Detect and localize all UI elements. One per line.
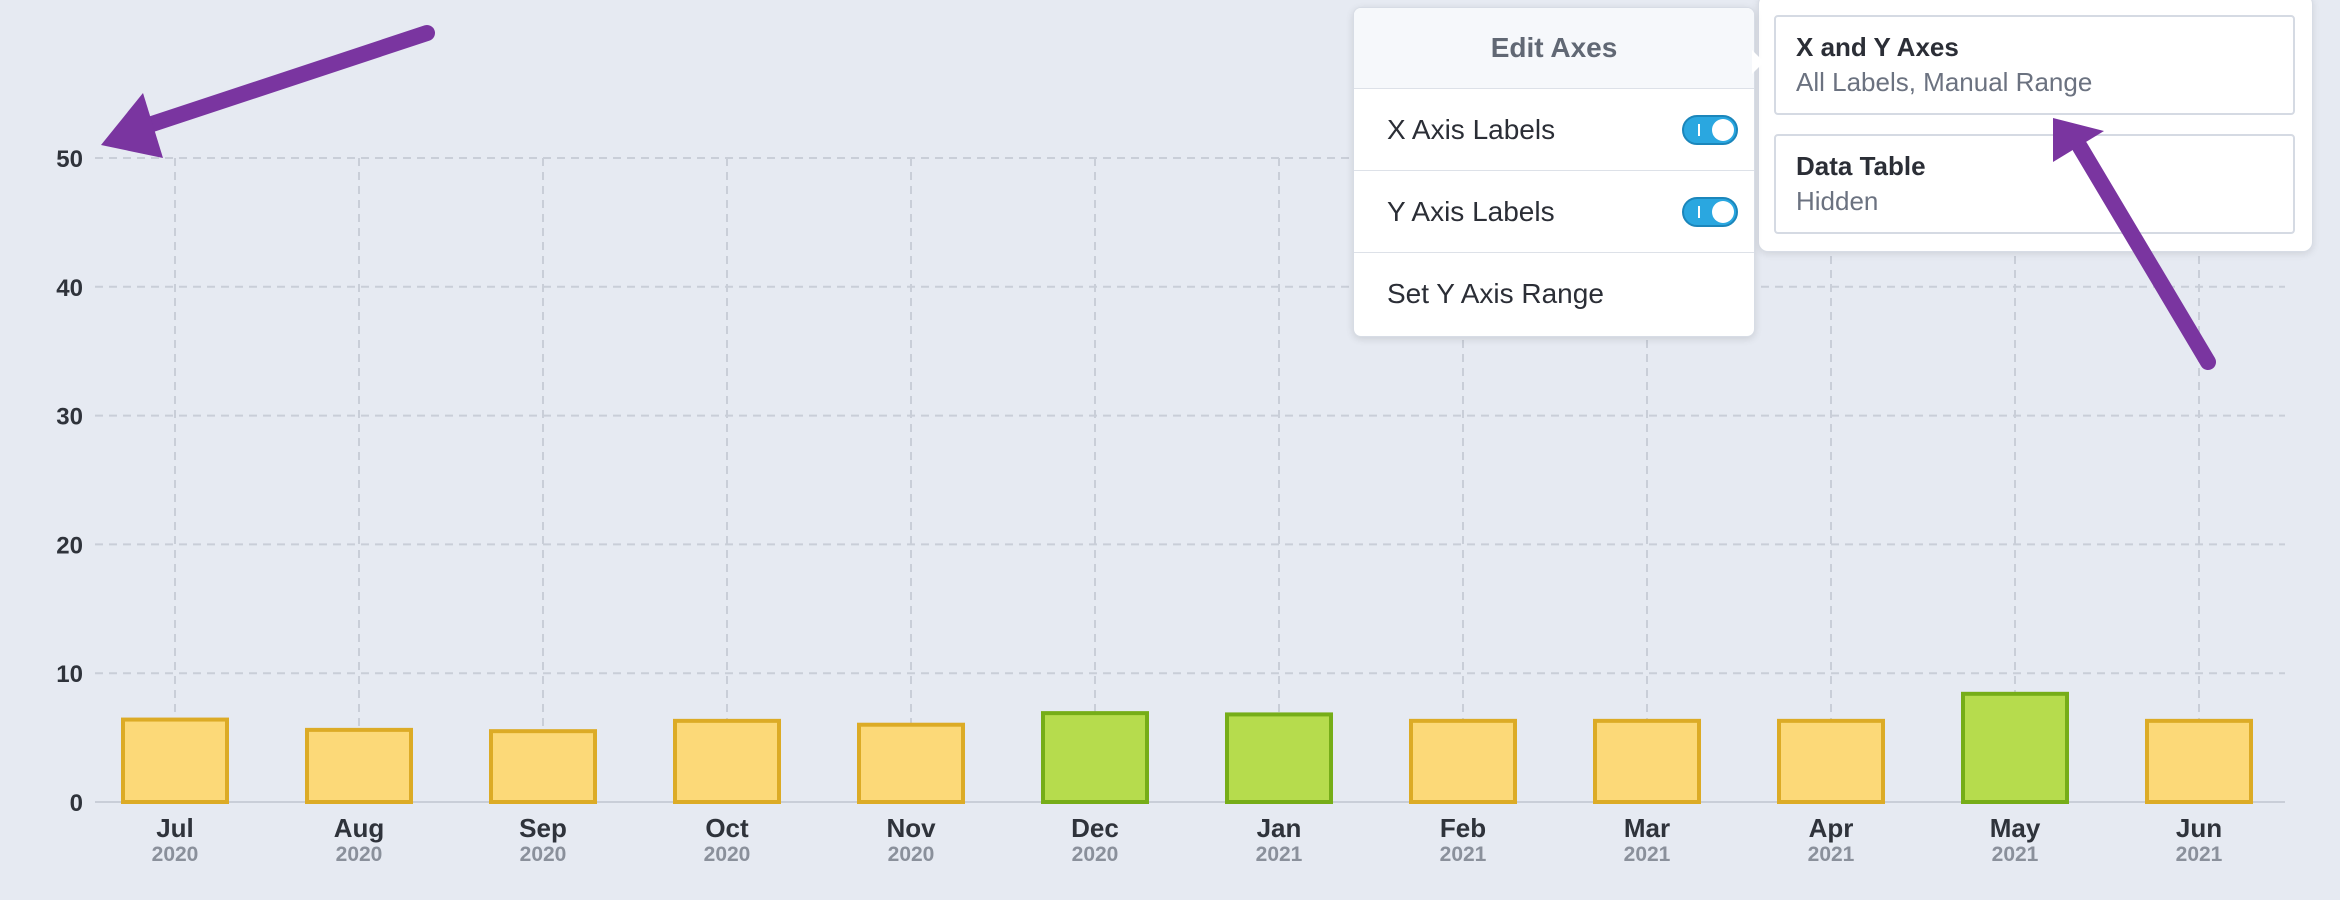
- x-tick-year-label: 2020: [888, 843, 935, 866]
- bar-oct-2020[interactable]: [673, 718, 781, 805]
- y-axis-labels-label: Y Axis Labels: [1387, 195, 1555, 227]
- y-tick-label: 20: [56, 532, 83, 559]
- data-table-card[interactable]: Data Table Hidden: [1774, 134, 2295, 234]
- bar-dec-2020[interactable]: [1041, 711, 1149, 804]
- x-tick-year-label: 2021: [1624, 843, 1671, 866]
- x-axis-labels-label: X Axis Labels: [1387, 113, 1556, 145]
- x-axis-labels-row[interactable]: X Axis Labels: [1354, 89, 1754, 171]
- bar-sep-2020[interactable]: [489, 729, 597, 804]
- y-tick-label: 50: [56, 146, 83, 173]
- y-axis: 0 10 20 30 40 50: [56, 146, 83, 817]
- y-tick-label: 0: [70, 790, 83, 817]
- x-and-y-axes-value: All Labels, Manual Range: [1796, 67, 2093, 97]
- data-table-title: Data Table: [1796, 151, 1926, 181]
- x-tick-month-label: May: [1990, 813, 2041, 843]
- bar-mar-2021[interactable]: [1593, 718, 1701, 805]
- bar-jan-2021[interactable]: [1225, 712, 1333, 805]
- x-axis-labels-toggle-icon[interactable]: [1682, 114, 1738, 145]
- x-tick-month-label: Jun: [2176, 813, 2222, 843]
- y-tick-label: 30: [56, 404, 83, 431]
- x-tick-month-label: Jan: [1257, 813, 1302, 843]
- x-tick-year-label: 2021: [1256, 843, 1303, 866]
- x-tick-year-label: 2021: [1992, 843, 2039, 866]
- y-axis-labels-toggle-icon[interactable]: [1682, 196, 1738, 227]
- x-tick-month-label: Nov: [886, 813, 936, 843]
- bar-apr-2021[interactable]: [1777, 718, 1885, 805]
- x-tick-month-label: Dec: [1071, 813, 1119, 843]
- set-y-axis-range-label: Set Y Axis Range: [1387, 277, 1604, 309]
- x-tick-year-label: 2020: [152, 843, 199, 866]
- bars: [121, 691, 2253, 805]
- x-tick-month-label: Feb: [1440, 813, 1486, 843]
- x-tick-month-label: Mar: [1624, 813, 1670, 843]
- chart-grid: [95, 157, 2285, 803]
- bar-aug-2020[interactable]: [305, 727, 413, 805]
- x-tick-year-label: 2021: [1808, 843, 1855, 866]
- x-tick-year-label: 2020: [336, 843, 383, 866]
- x-tick-year-label: 2020: [1072, 843, 1119, 866]
- x-tick-month-label: Jul: [156, 813, 194, 843]
- x-tick-month-label: Oct: [705, 813, 749, 843]
- x-tick-year-label: 2021: [2176, 843, 2223, 866]
- x-tick-month-label: Apr: [1809, 813, 1854, 843]
- x-tick-year-label: 2020: [704, 843, 751, 866]
- bar-feb-2021[interactable]: [1409, 718, 1517, 805]
- bar-nov-2020[interactable]: [857, 722, 965, 804]
- set-y-axis-range-row[interactable]: Set Y Axis Range: [1354, 253, 1754, 334]
- x-tick-year-label: 2020: [520, 843, 567, 866]
- bar-jun-2021[interactable]: [2145, 718, 2253, 805]
- x-axis: Jul2020Aug2020Sep2020Oct2020Nov2020Dec20…: [152, 813, 2223, 866]
- bar-jul-2020[interactable]: [121, 717, 229, 804]
- y-tick-label: 40: [56, 275, 83, 302]
- popover-caret: [1752, 50, 1764, 74]
- x-tick-year-label: 2021: [1440, 843, 1487, 866]
- x-and-y-axes-card[interactable]: X and Y Axes All Labels, Manual Range: [1774, 15, 2295, 115]
- x-and-y-axes-title: X and Y Axes: [1796, 32, 1959, 62]
- x-tick-month-label: Sep: [519, 813, 567, 843]
- x-tick-month-label: Aug: [334, 813, 385, 843]
- bar-may-2021[interactable]: [1961, 691, 2069, 804]
- axes-settings-panel: X and Y Axes All Labels, Manual Range Da…: [1758, 0, 2313, 252]
- data-table-value: Hidden: [1796, 186, 1879, 216]
- edit-axes-popover: Edit Axes X Axis Labels Y Axis Labels Se…: [1353, 7, 1755, 337]
- edit-axes-title: Edit Axes: [1354, 8, 1754, 89]
- y-axis-labels-row[interactable]: Y Axis Labels: [1354, 171, 1754, 253]
- y-tick-label: 10: [56, 661, 83, 688]
